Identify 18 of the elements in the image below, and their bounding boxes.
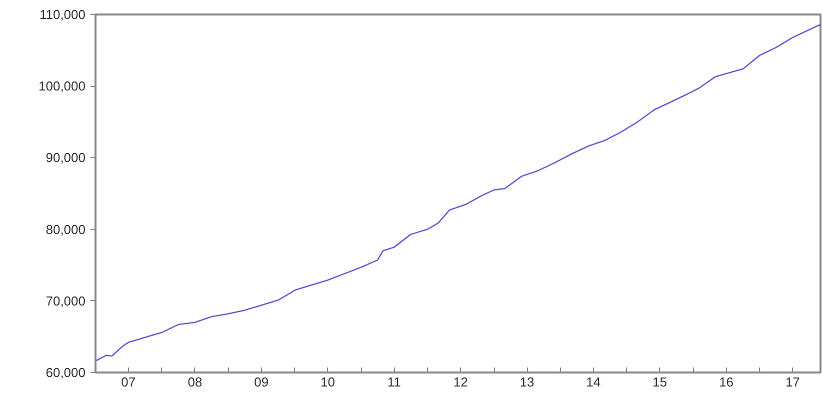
x-tick-label: 14 [586, 374, 601, 390]
x-tick-label: 12 [453, 374, 468, 390]
line-series [96, 24, 820, 362]
x-tick-label: 17 [785, 374, 800, 390]
x-tick-label: 13 [520, 374, 534, 390]
x-tick-label: 09 [254, 374, 269, 390]
y-tick-label: 80,000 [46, 222, 86, 237]
x-tick-label: 15 [652, 374, 667, 390]
x-tick-label: 08 [188, 374, 202, 390]
y-tick-label: 90,000 [46, 150, 86, 166]
y-tick-label: 70,000 [46, 293, 86, 308]
y-tick-label: 100,000 [38, 78, 86, 94]
x-tick-label: 11 [387, 374, 401, 390]
y-tick-label: 60,000 [46, 365, 86, 380]
x-tick-label: 10 [320, 374, 335, 390]
x-tick-label: 16 [719, 374, 734, 390]
y-tick-label: 110,000 [39, 7, 86, 22]
x-tick-label: 07 [121, 374, 136, 390]
